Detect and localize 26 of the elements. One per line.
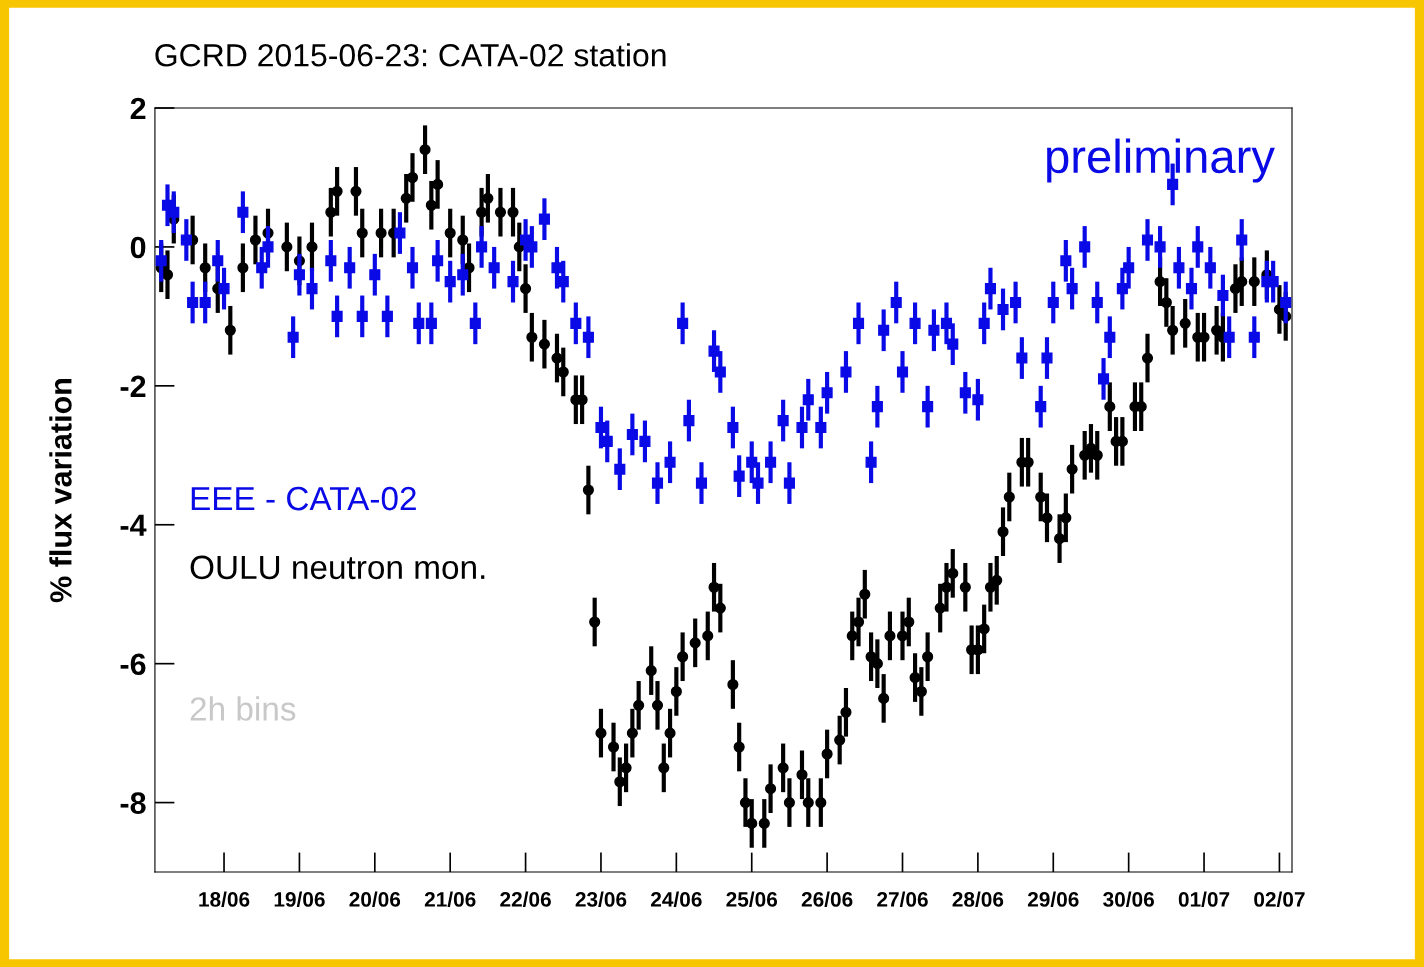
x-tick-label: 27/06	[877, 891, 928, 907]
x-tick-label: 30/06	[1103, 891, 1154, 907]
x-tick-label: 23/06	[575, 891, 627, 907]
x-tick-label: 01/07	[1178, 891, 1230, 907]
x-tick-label: 24/06	[651, 891, 702, 907]
x-tick-label: 18/06	[199, 891, 250, 907]
x-tick-label: 21/06	[424, 891, 476, 907]
x-tick-label: 19/06	[274, 891, 325, 907]
y-axis-title: % flux variation	[49, 379, 72, 603]
y-tick-label: -4	[120, 514, 147, 536]
y-tick-label: -8	[120, 792, 146, 814]
x-tick-label: 25/06	[726, 891, 778, 907]
x-tick-label: 26/06	[801, 891, 853, 907]
y-tick-label: -2	[120, 375, 146, 397]
x-tick-label: 29/06	[1027, 891, 1079, 907]
text: EEE - CATA-02	[191, 486, 416, 511]
x-tick-label: 02/07	[1254, 891, 1305, 907]
y-tick-label: -6	[120, 653, 146, 676]
annotation: preliminary	[1047, 138, 1275, 183]
legend-label: OULU neutron mon.	[190, 555, 485, 580]
x-tick-label: 22/06	[500, 891, 551, 907]
x-tick-label: 28/06	[952, 891, 1004, 907]
y-tick-label: 2	[130, 97, 146, 120]
y-tick-label: 0	[130, 236, 146, 259]
chart-title: GCRD 2015-06-23: CATA-02 station	[155, 43, 666, 67]
x-tick-label: 20/06	[349, 891, 401, 907]
